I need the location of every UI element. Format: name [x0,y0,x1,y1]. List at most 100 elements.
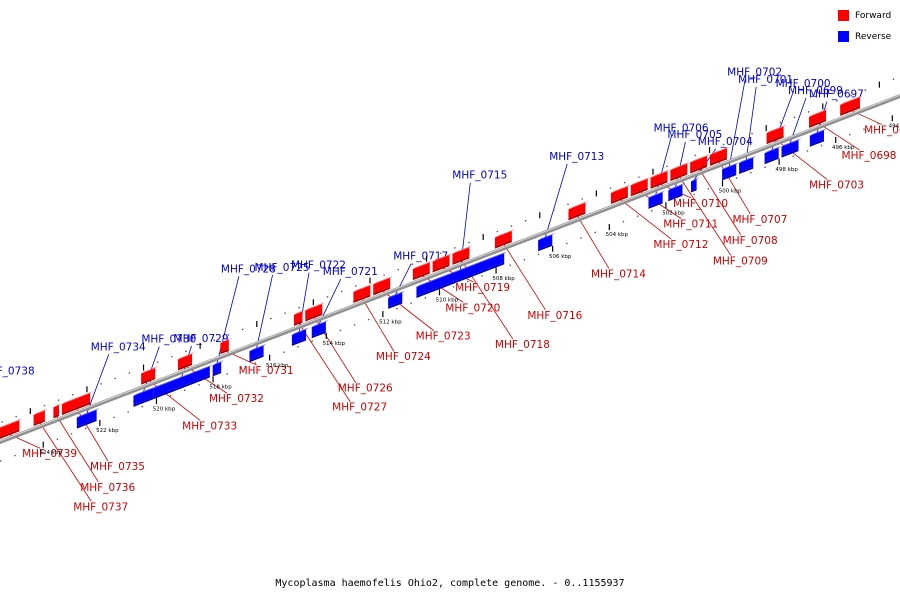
gene-MHF_0718[interactable] [452,245,473,265]
gene-label-MHF_0701[interactable]: MHF_0701 [738,74,793,86]
gene-MHF_0727[interactable] [293,309,306,326]
gene-MHF_0732[interactable] [177,352,196,371]
gene-MHF_0707[interactable] [709,146,730,166]
gene-MHF_0730[interactable] [133,386,157,407]
gene-shadow [311,330,326,339]
gene-label-MHF_0714[interactable]: MHF_0714 [591,269,646,281]
scale-dot [28,449,30,451]
gene-label-MHF_0720[interactable]: MHF_0720 [445,302,500,314]
gene-shadow [220,348,229,355]
gene-MHF_0736[interactable] [53,403,63,419]
gene-label-MHF_0736[interactable]: MHF_0736 [80,482,135,494]
gene-face [766,126,784,143]
gene-MHF_0700[interactable] [764,145,782,165]
gene-MHF_0705[interactable] [668,182,686,202]
gene-label-MHF_0710[interactable]: MHF_0710 [673,198,728,210]
gene-MHF_0699[interactable] [781,138,802,158]
gene-MHF_0712[interactable] [610,184,631,204]
gene-MHF_0729[interactable] [153,364,213,400]
gene-label-MHF_0707[interactable]: MHF_0707 [732,214,787,226]
gene-label-MHF_0697[interactable]: MHF_0697 [809,89,864,101]
gene-MHF_0696[interactable] [840,95,863,116]
gene-MHF_0702[interactable] [722,162,740,181]
gene-label-MHF_0738[interactable]: MHF_0738 [0,365,35,377]
gene-label-MHF_0739[interactable]: MHF_0739 [22,448,77,460]
gene-MHF_0703[interactable] [766,124,787,145]
gene-label-MHF_0726[interactable]: MHF_0726 [338,383,393,395]
gene-label-MHF_0729[interactable]: MHF_0729 [174,333,229,345]
gene-label-MHF_0700[interactable]: MHF_0700 [776,78,831,90]
legend-forward[interactable]: Forward [838,9,891,22]
gene-label-MHF_0731[interactable]: MHF_0731 [239,365,294,377]
gene-MHF_0710[interactable] [650,169,671,189]
gene-MHF_0721[interactable] [311,319,329,339]
gene-MHF_0716[interactable] [494,229,515,249]
gene-label-MHF_0723[interactable]: MHF_0723 [416,331,471,343]
gene-label-MHF_0722[interactable]: MHF_0722 [291,260,346,272]
gene-label-MHF_0702[interactable]: MHF_0702 [727,66,782,78]
gene-face [177,354,193,369]
gene-label-MHF_0705[interactable]: MHF_0705 [667,129,722,141]
gene-MHF_0728[interactable] [212,360,225,377]
gene-label-MHF_0718[interactable]: MHF_0718 [495,339,550,351]
gene-label-MHF_0706[interactable]: MHF_0706 [654,123,709,135]
gene-label-MHF_0715[interactable]: MHF_0715 [452,170,507,182]
gene-MHF_0713[interactable] [538,232,556,252]
gene-label-MHF_0735[interactable]: MHF_0735 [90,461,145,473]
gene-label-MHF_0703[interactable]: MHF_0703 [809,179,864,191]
gene-label-MHF_0727[interactable]: MHF_0727 [332,402,387,414]
gene-MHF_0717[interactable] [388,290,406,309]
gene-MHF_0701[interactable] [739,155,757,175]
gene-label-MHF_0716[interactable]: MHF_0716 [527,310,582,322]
gene-MHF_0719[interactable] [432,253,453,273]
gene-label-MHF_0704[interactable]: MHF_0704 [698,136,753,148]
gene-label-leader [774,138,828,180]
gene-MHF_0735[interactable] [61,391,94,416]
gene-label-leader [576,214,610,269]
gene-label-MHF_0732[interactable]: MHF_0732 [209,393,264,405]
gene-MHF_0704[interactable] [690,177,700,193]
legend-reverse[interactable]: Reverse [838,30,891,43]
gene-MHF_0697[interactable] [809,128,827,147]
gene-MHF_0724[interactable] [353,283,374,304]
gene-label-MHF_0730[interactable]: MHF_0730 [141,334,196,346]
gene-MHF_0733[interactable] [141,366,159,385]
gene-MHF_0723[interactable] [373,275,394,296]
gene-label-MHF_0733[interactable]: MHF_0733 [182,420,237,432]
gene-label-MHF_0717[interactable]: MHF_0717 [393,251,448,263]
gene-MHF_0725[interactable] [249,343,267,363]
gene-label-MHF_0724[interactable]: MHF_0724 [376,351,431,363]
gene-label-MHF_0737[interactable]: MHF_0737 [73,501,128,513]
gene-MHF_0726[interactable] [305,301,326,322]
gene-label-MHF_0712[interactable]: MHF_0712 [653,239,708,251]
gene-label-MHF_0713[interactable]: MHF_0713 [549,151,604,163]
gene-MHF_0706[interactable] [648,190,666,209]
gene-MHF_0698[interactable] [809,108,830,128]
gene-MHF_0722[interactable] [291,327,310,346]
gene-label-MHF_0696[interactable]: MHF_0696 [864,125,900,137]
gene-label-MHF_0699[interactable]: MHF_0699 [788,85,843,97]
gene-top [353,283,374,293]
backbone-highlight [0,94,900,442]
gene-label-MHF_0721[interactable]: MHF_0721 [323,266,378,278]
gene-MHF_0714[interactable] [568,200,589,221]
gene-label-MHF_0719[interactable]: MHF_0719 [455,282,510,294]
gene-label-MHF_0698[interactable]: MHF_0698 [842,150,897,162]
gene-label-MHF_0734[interactable]: MHF_0734 [91,341,146,353]
scale-dot [171,355,173,358]
gene-MHF_0711[interactable] [630,176,651,197]
gene-top [709,146,730,155]
gene-MHF_0708[interactable] [690,153,711,174]
gene-label-MHF_0728[interactable]: MHF_0728 [221,263,276,275]
gene-MHF_0739[interactable] [0,418,23,440]
gene-MHF_0720[interactable] [412,260,433,281]
gene-label-MHF_0725[interactable]: MHF_0725 [255,262,310,274]
gene-MHF_0709[interactable] [670,161,691,182]
gene-MHF_0731[interactable] [220,337,232,355]
gene-MHF_0734[interactable] [76,407,100,429]
gene-label-MHF_0708[interactable]: MHF_0708 [723,235,778,247]
gene-label-MHF_0711[interactable]: MHF_0711 [663,219,718,231]
gene-MHF_0715[interactable] [416,251,508,299]
gene-MHF_0737[interactable] [33,408,48,426]
gene-label-MHF_0709[interactable]: MHF_0709 [713,255,768,267]
